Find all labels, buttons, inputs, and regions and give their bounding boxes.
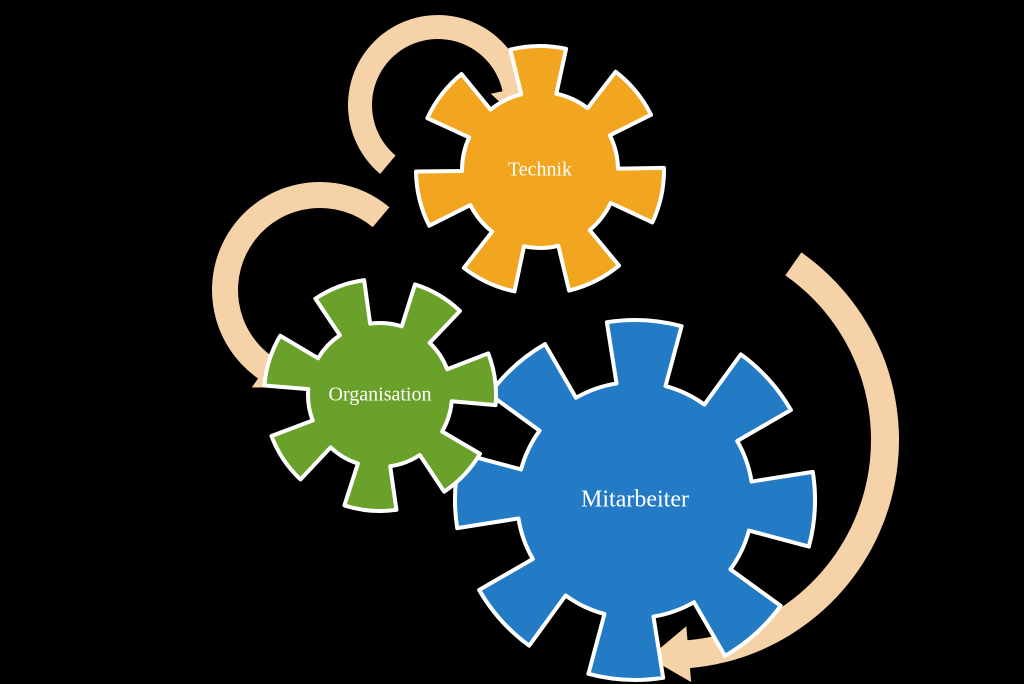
gear-organisation-label: Organisation <box>329 384 432 407</box>
diagram-stage: Technik Organisation Mitarbeiter <box>0 0 1024 684</box>
gear-organisation <box>0 0 1024 684</box>
gear-mitarbeiter-label: Mitarbeiter <box>581 487 689 514</box>
gear-technik-label: Technik <box>508 159 572 182</box>
